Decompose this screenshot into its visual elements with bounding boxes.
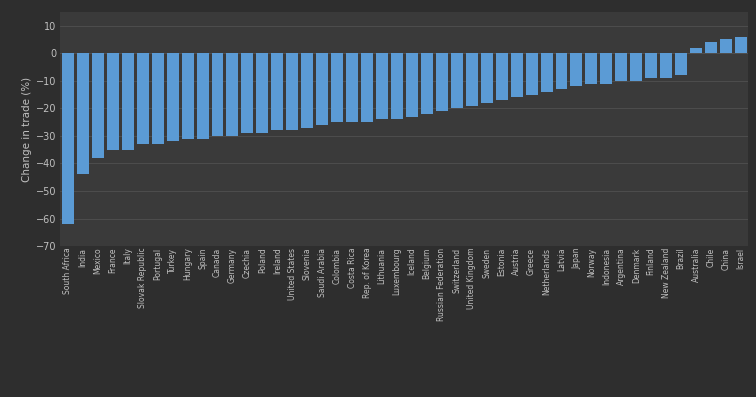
- Bar: [197, 53, 209, 139]
- Bar: [316, 53, 328, 125]
- Bar: [227, 53, 238, 136]
- Bar: [600, 53, 612, 83]
- Bar: [152, 53, 163, 144]
- Bar: [720, 39, 732, 53]
- Bar: [301, 53, 313, 128]
- Bar: [436, 53, 448, 111]
- Bar: [331, 53, 343, 122]
- Bar: [631, 53, 643, 81]
- Bar: [287, 53, 299, 130]
- Bar: [256, 53, 268, 133]
- Bar: [137, 53, 149, 144]
- Bar: [525, 53, 538, 94]
- Bar: [585, 53, 597, 83]
- Bar: [241, 53, 253, 133]
- Bar: [571, 53, 582, 86]
- Bar: [92, 53, 104, 158]
- Bar: [107, 53, 119, 150]
- Bar: [466, 53, 478, 106]
- Bar: [541, 53, 553, 92]
- Bar: [481, 53, 493, 103]
- Bar: [496, 53, 507, 100]
- Bar: [690, 48, 702, 53]
- Bar: [122, 53, 134, 150]
- Bar: [510, 53, 522, 97]
- Bar: [660, 53, 672, 78]
- Bar: [181, 53, 194, 139]
- Bar: [346, 53, 358, 122]
- Bar: [376, 53, 388, 119]
- Bar: [212, 53, 224, 136]
- Bar: [421, 53, 433, 114]
- Bar: [166, 53, 178, 141]
- Bar: [615, 53, 627, 81]
- Bar: [705, 42, 717, 53]
- Bar: [391, 53, 403, 119]
- Bar: [77, 53, 89, 175]
- Bar: [361, 53, 373, 122]
- Bar: [675, 53, 687, 75]
- Bar: [645, 53, 657, 78]
- Bar: [271, 53, 284, 130]
- Bar: [62, 53, 74, 224]
- Bar: [406, 53, 418, 117]
- Bar: [735, 37, 747, 53]
- Y-axis label: Change in trade (%): Change in trade (%): [22, 77, 32, 181]
- Bar: [451, 53, 463, 108]
- Bar: [556, 53, 568, 89]
